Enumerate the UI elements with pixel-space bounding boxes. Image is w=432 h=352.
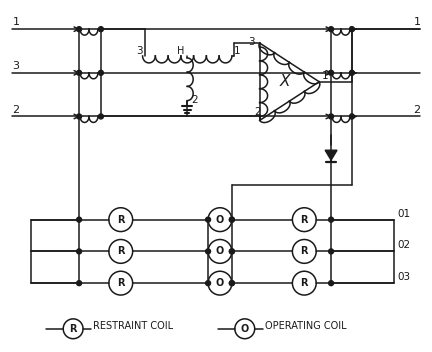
Circle shape [329, 281, 334, 285]
Circle shape [329, 249, 334, 254]
Text: R: R [301, 278, 308, 288]
Text: R: R [301, 215, 308, 225]
Circle shape [329, 27, 334, 32]
Circle shape [329, 70, 334, 75]
Circle shape [349, 114, 354, 119]
Circle shape [229, 217, 234, 222]
Text: 2: 2 [413, 105, 421, 114]
Text: 2: 2 [191, 95, 198, 105]
Circle shape [206, 217, 210, 222]
Circle shape [76, 249, 82, 254]
Circle shape [98, 70, 103, 75]
Text: R: R [117, 215, 124, 225]
Text: R: R [70, 324, 77, 334]
Circle shape [229, 217, 234, 222]
Circle shape [76, 114, 82, 119]
Text: O: O [241, 324, 249, 334]
Circle shape [98, 114, 103, 119]
Circle shape [229, 281, 234, 285]
Text: O: O [216, 278, 224, 288]
Text: 03: 03 [397, 272, 411, 282]
Circle shape [76, 217, 82, 222]
Text: O: O [216, 246, 224, 256]
Text: 1: 1 [322, 71, 329, 81]
Text: OPERATING COIL: OPERATING COIL [265, 321, 346, 331]
Text: 3: 3 [13, 61, 19, 71]
Circle shape [349, 27, 354, 32]
Text: 3: 3 [248, 37, 254, 47]
Polygon shape [325, 150, 337, 160]
Circle shape [229, 249, 234, 254]
Circle shape [76, 27, 82, 32]
Circle shape [98, 27, 103, 32]
Circle shape [206, 249, 210, 254]
Circle shape [349, 70, 354, 75]
Text: R: R [117, 246, 124, 256]
Text: 02: 02 [397, 240, 411, 250]
Text: R: R [301, 246, 308, 256]
Text: 1: 1 [13, 17, 19, 27]
Text: 1: 1 [413, 17, 420, 27]
Text: 2: 2 [13, 105, 20, 114]
Text: R: R [117, 278, 124, 288]
Text: H: H [177, 46, 185, 56]
Circle shape [206, 281, 210, 285]
Text: 2: 2 [255, 107, 261, 118]
Circle shape [76, 281, 82, 285]
Text: X: X [279, 74, 290, 89]
Text: 1: 1 [234, 46, 241, 56]
Text: O: O [216, 215, 224, 225]
Circle shape [76, 70, 82, 75]
Text: 01: 01 [397, 209, 411, 219]
Circle shape [329, 217, 334, 222]
Circle shape [329, 114, 334, 119]
Text: 3: 3 [137, 46, 143, 56]
Circle shape [229, 281, 234, 285]
Circle shape [229, 249, 234, 254]
Text: RESTRAINT COIL: RESTRAINT COIL [93, 321, 173, 331]
